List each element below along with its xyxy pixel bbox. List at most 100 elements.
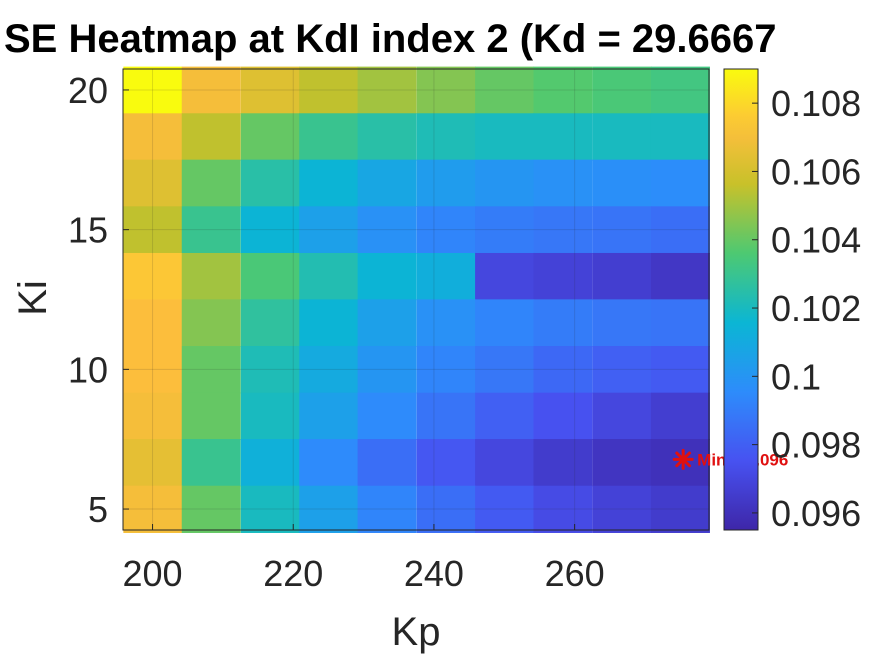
heatmap-cell: [416, 252, 476, 301]
heatmap-cell: [416, 299, 476, 347]
y-tick-label: 5: [88, 489, 108, 530]
x-axis-label: Kp: [392, 610, 441, 654]
heatmap-cell: [592, 439, 652, 487]
heatmap-cell: [299, 252, 359, 301]
heatmap-cell: [475, 485, 535, 533]
heatmap-cell: [592, 299, 652, 347]
heatmap-cell: [240, 392, 300, 440]
colorbar-tick-label: 0.106: [771, 151, 861, 192]
grid-lines: [123, 69, 709, 530]
colorbar-tick-label: 0.096: [771, 493, 861, 534]
heatmap-cell: [533, 206, 593, 254]
heatmap-cell: [650, 346, 710, 394]
heatmap-cell: [123, 113, 183, 161]
heatmap-cell: [650, 252, 710, 301]
y-tick-label: 15: [68, 210, 108, 251]
colorbar-tick-label: 0.1: [771, 356, 821, 397]
colorbar-gradient: [723, 68, 759, 531]
y-tick-label: 20: [68, 70, 108, 111]
heatmap-cell: [299, 439, 359, 487]
heatmap-cell: [123, 206, 183, 254]
heatmap-cell: [240, 252, 300, 301]
heatmap-cell: [416, 439, 476, 487]
heatmap-cell: [533, 346, 593, 394]
x-tick-label: 220: [263, 553, 323, 594]
heatmap-cell: [181, 252, 241, 301]
heatmap-cell: [181, 346, 241, 394]
heatmap-cell: [475, 113, 535, 161]
heatmap-cell: [416, 113, 476, 161]
heatmap-cell: [533, 439, 593, 487]
heatmap-cell: [475, 66, 535, 114]
heatmap-cell: [533, 392, 593, 440]
x-tick-label: 260: [545, 553, 605, 594]
heatmap-cell: [357, 439, 417, 487]
x-axis-ticks: 200 220 240 260: [123, 524, 605, 594]
heatmap-cell: [240, 299, 300, 347]
heatmap-cell: [181, 485, 241, 533]
heatmap-cell: [416, 66, 476, 114]
heatmap-cell: [592, 113, 652, 161]
heatmap-cell: [533, 299, 593, 347]
heatmap-cell: [533, 252, 593, 301]
heatmap-cell: [416, 485, 476, 533]
heatmap-cell: [123, 159, 183, 207]
heatmap-cell: [123, 299, 183, 347]
heatmap-cell: [299, 485, 359, 533]
heatmap-cell: [533, 159, 593, 207]
heatmap-cell: [181, 113, 241, 161]
heatmap-cell: [416, 159, 476, 207]
colorbar: 0.108 0.106 0.104 0.102 0.1 0.098 0.096: [723, 68, 861, 534]
heatmap-cell: [181, 439, 241, 487]
heatmap-cell: [416, 392, 476, 440]
x-tick-label: 200: [123, 553, 183, 594]
heatmap-cell: [475, 392, 535, 440]
heatmap-cell: [240, 439, 300, 487]
heatmap-cell: [357, 66, 417, 114]
heatmap-cell: [299, 392, 359, 440]
heatmap-cell: [475, 439, 535, 487]
heatmap-cell: [533, 485, 593, 533]
plot-frame: [122, 68, 710, 531]
min-marker-stroke: [675, 451, 692, 468]
heatmap-cell: [299, 113, 359, 161]
heatmap-cell: [240, 66, 300, 114]
heatmap-cell: [181, 206, 241, 254]
heatmap-cell: [123, 252, 183, 301]
heatmap-cell: [240, 113, 300, 161]
y-axis-label: Ki: [11, 280, 55, 316]
heatmap-cell: [240, 159, 300, 207]
heatmap-cell: [123, 346, 183, 394]
heatmap-cell: [181, 66, 241, 114]
heatmap-cell: [475, 346, 535, 394]
heatmap-cell: [592, 485, 652, 533]
heatmap-cell: [299, 299, 359, 347]
heatmap-cell: [299, 346, 359, 394]
heatmap-cell: [592, 66, 652, 114]
heatmap-cell: [650, 392, 710, 440]
heatmap-cell: [181, 392, 241, 440]
heatmap-cell: [357, 485, 417, 533]
heatmap-cell: [299, 159, 359, 207]
heatmap-cell: [299, 206, 359, 254]
heatmap-cell: [357, 346, 417, 394]
heatmap-cell: [650, 206, 710, 254]
heatmap-cell: [592, 159, 652, 207]
heatmap-cell: [357, 113, 417, 161]
y-axis-ticks: 20 15 10 5: [68, 70, 129, 530]
heatmap-cell: [650, 485, 710, 533]
x-tick-label: 240: [404, 553, 464, 594]
heatmap-cell: [475, 252, 535, 301]
heatmap-cell: [357, 159, 417, 207]
heatmap-cell: [123, 66, 183, 114]
colorbar-tick-label: 0.102: [771, 288, 861, 329]
heatmap-cell: [123, 439, 183, 487]
heatmap-cell: [416, 206, 476, 254]
heatmap-cell: [475, 299, 535, 347]
heatmap-cell: [533, 113, 593, 161]
heatmap-cell: [181, 159, 241, 207]
heatmap-cell: [416, 346, 476, 394]
colorbar-tick-label: 0.104: [771, 220, 861, 261]
heatmap-cell: [357, 206, 417, 254]
